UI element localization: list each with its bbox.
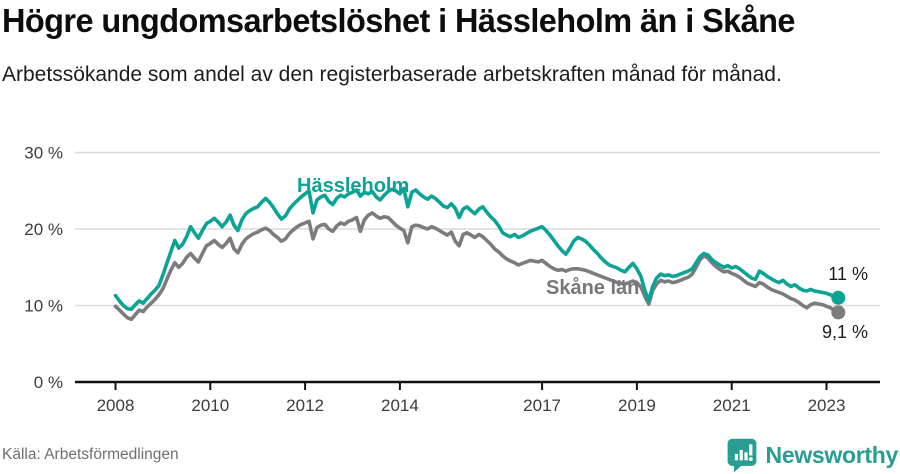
series-line-sk-ne-l-n <box>113 211 841 322</box>
x-axis-tick-label: 2023 <box>808 396 846 415</box>
end-value-label-skane-lan: 9,1 % <box>822 322 868 342</box>
x-axis-tick-label: 2014 <box>381 396 419 415</box>
line-chart: 30 % 20 % 10 % 0 % 2008 2010 2012 2014 2017 2019 2… <box>0 133 900 418</box>
gridlines-group <box>75 151 880 390</box>
axis-labels-group: 30 % 20 % 10 % 0 % 2008 2010 2012 2014 2017 2019 2… <box>24 144 845 416</box>
x-axis-tick-label: 2010 <box>191 396 229 415</box>
x-axis-tick-label: 2008 <box>97 396 135 415</box>
y-axis-tick-label: 30 % <box>24 144 63 163</box>
brand-logo: Newsworthy <box>726 437 898 474</box>
page-title: Högre ungdomsarbetslöshet i Hässleholm ä… <box>2 2 796 39</box>
x-axis-tick-label: 2012 <box>286 396 324 415</box>
series-label-hassleholm: Hässleholm <box>297 175 409 197</box>
end-value-label-hassleholm: 11 % <box>828 264 868 284</box>
x-axis-tick-label: 2017 <box>523 396 561 415</box>
chart-subtitle: Arbetssökande som andel av den registerb… <box>2 63 782 86</box>
newsworthy-icon <box>727 438 756 473</box>
source-credit: Källa: Arbetsförmedlingen <box>2 446 179 463</box>
x-axis-tick-label: 2021 <box>713 396 751 415</box>
brand-name: Newsworthy <box>765 442 899 468</box>
chart-canvas: 30 % 20 % 10 % 0 % 2008 2010 2012 2014 2017 2019 2… <box>24 144 880 416</box>
x-axis-tick-label: 2019 <box>618 396 656 415</box>
y-axis-tick-label: 0 % <box>34 373 63 392</box>
y-axis-tick-label: 20 % <box>24 220 63 239</box>
series-end-dot <box>831 290 846 305</box>
series-end-dot <box>831 305 846 320</box>
series-label-skane-lan: Skåne län <box>546 276 639 299</box>
series-line-h-ssleholm <box>113 186 841 312</box>
series-lines-group <box>113 186 846 322</box>
y-axis-tick-label: 10 % <box>24 297 63 316</box>
